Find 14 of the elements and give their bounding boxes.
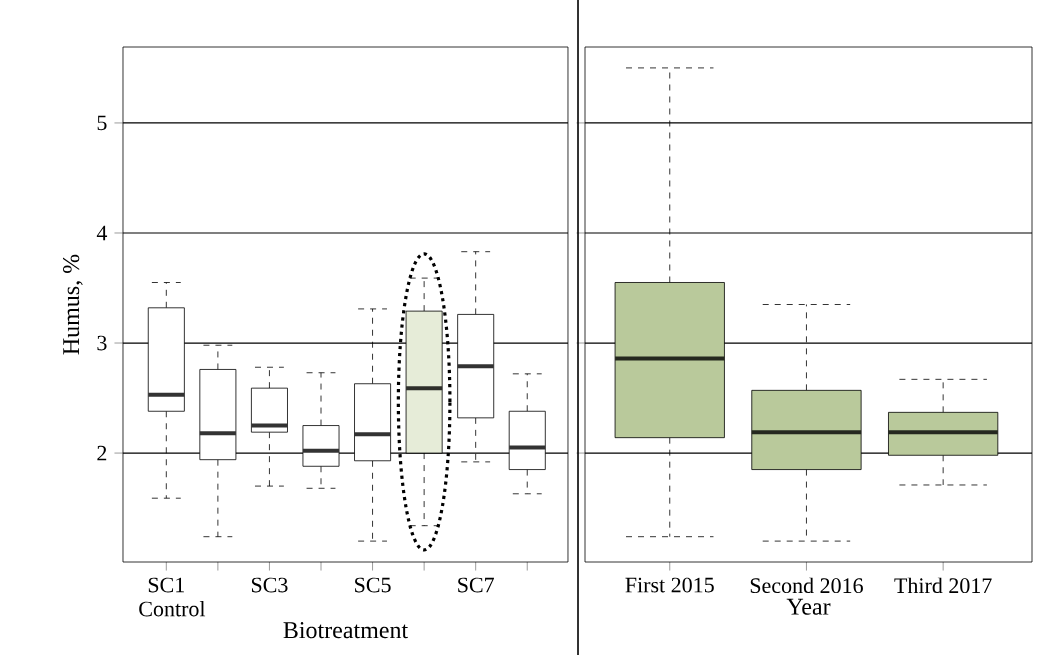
y-tick-label: 3 <box>97 335 107 351</box>
x-axis-title: Year <box>786 598 831 615</box>
x-tick-label: SC5 <box>355 577 391 593</box>
x-tick-label: First 2015 <box>625 577 714 593</box>
x-tick-label: Second 2016 <box>750 577 863 594</box>
x-tick-label: SC1 Control <box>139 577 206 617</box>
y-axis-title: Humus, % <box>63 254 83 355</box>
x-axis-title: Biotreatment <box>283 622 409 639</box>
y-tick-label: 4 <box>96 225 108 241</box>
y-tick-label: 5 <box>97 115 107 131</box>
y-tick-label: 2 <box>97 445 107 461</box>
x-tick-label: SC7 <box>458 577 494 593</box>
x-tick-label: Third 2017 <box>894 577 992 594</box>
x-tick-label: SC3 <box>251 577 288 593</box>
